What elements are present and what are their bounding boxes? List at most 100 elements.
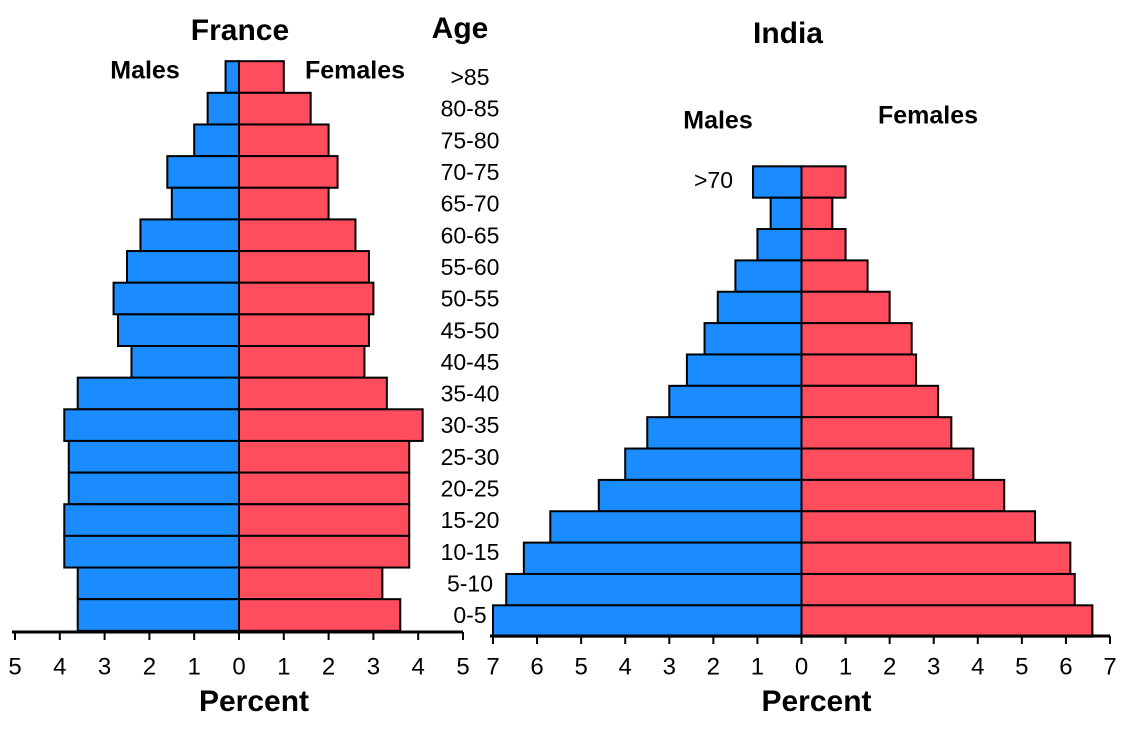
x-tick-label: 7 xyxy=(486,653,499,680)
y-tick-label: 75-80 xyxy=(441,127,500,153)
bar xyxy=(716,290,803,325)
y-tick-label: >85 xyxy=(450,64,489,90)
bar xyxy=(549,510,803,544)
y-tick-label: >70 xyxy=(694,167,733,193)
bar xyxy=(238,218,357,253)
x-tick-label: 4 xyxy=(412,653,425,680)
bar xyxy=(703,322,803,356)
bar xyxy=(76,376,240,411)
x-tick-label: 1 xyxy=(839,653,852,680)
y-tick-label: 65-70 xyxy=(441,191,500,217)
bar xyxy=(76,598,240,632)
chart-title: France xyxy=(191,14,289,47)
bar xyxy=(206,91,240,126)
bar xyxy=(238,534,411,569)
bar xyxy=(238,91,312,126)
y-tick-label: 0-5 xyxy=(453,602,486,628)
y-tick-label: 10-15 xyxy=(441,539,500,565)
bar xyxy=(112,281,240,316)
bar xyxy=(126,250,240,284)
bar xyxy=(800,541,1072,575)
y-tick-label: 35-40 xyxy=(441,381,500,407)
bar xyxy=(238,186,330,221)
bar xyxy=(800,259,869,293)
bar xyxy=(170,186,240,221)
y-tick-label: 5-10 xyxy=(447,570,493,596)
bar xyxy=(166,155,241,189)
bar xyxy=(800,572,1076,607)
y-tick-label: 30-35 xyxy=(441,412,500,438)
bar xyxy=(139,218,240,253)
x-tick-label: 0 xyxy=(232,653,245,680)
y-tick-label: 70-75 xyxy=(441,159,500,185)
bar xyxy=(800,165,847,199)
y-tick-label: 45-50 xyxy=(441,317,500,343)
bar xyxy=(624,447,803,481)
bar xyxy=(756,228,803,262)
y-tick-label: 25-30 xyxy=(441,444,500,470)
x-tick-label: 1 xyxy=(277,653,290,680)
x-tick-label: 2 xyxy=(143,653,156,680)
chart-title: India xyxy=(753,17,823,50)
bar xyxy=(238,345,366,379)
bar xyxy=(238,439,411,474)
bar xyxy=(752,165,803,199)
bar xyxy=(67,471,241,506)
bar xyxy=(492,604,803,638)
x-tick-label: 5 xyxy=(574,653,587,680)
bar xyxy=(238,376,388,411)
bar xyxy=(238,60,285,94)
bar xyxy=(522,541,803,575)
bar xyxy=(800,353,918,387)
bar xyxy=(130,345,240,379)
x-tick-label: 2 xyxy=(883,653,896,680)
bar xyxy=(238,471,411,506)
bar xyxy=(505,572,803,607)
bar xyxy=(224,60,240,94)
x-tick-label: 1 xyxy=(188,653,201,680)
y-tick-label: 80-85 xyxy=(441,96,500,122)
bar xyxy=(685,353,803,387)
bar xyxy=(800,228,847,262)
y-tick-label: 60-65 xyxy=(441,222,500,248)
bar xyxy=(238,598,402,632)
bar xyxy=(646,416,803,450)
x-tick-label: 5 xyxy=(1015,653,1028,680)
legend-label: Males xyxy=(110,57,179,85)
y-tick-label: 20-25 xyxy=(441,475,500,501)
x-tick-label: 3 xyxy=(98,653,111,680)
x-tick-label: 0 xyxy=(795,653,808,680)
x-tick-label: 2 xyxy=(322,653,335,680)
bar xyxy=(193,123,240,158)
bar xyxy=(63,534,240,569)
bar xyxy=(800,510,1037,544)
bar xyxy=(238,123,330,158)
bar xyxy=(238,281,375,316)
x-tick-label: 4 xyxy=(971,653,984,680)
x-tick-label: 1 xyxy=(751,653,764,680)
bar xyxy=(238,155,339,189)
bar xyxy=(238,250,370,284)
x-tick-label: 2 xyxy=(707,653,720,680)
bar xyxy=(800,447,975,481)
x-axis-label: Percent xyxy=(199,685,309,718)
bar xyxy=(597,478,803,513)
bar xyxy=(769,196,803,231)
y-tick-label: 55-60 xyxy=(441,254,500,280)
x-tick-label: 4 xyxy=(619,653,632,680)
bar xyxy=(734,259,803,293)
x-tick-label: 3 xyxy=(367,653,380,680)
x-axis-label: Percent xyxy=(761,685,871,718)
bar xyxy=(238,313,370,347)
x-tick-label: 7 xyxy=(1103,653,1116,680)
y-tick-label: 15-20 xyxy=(441,507,500,533)
bar xyxy=(63,503,240,537)
x-tick-label: 3 xyxy=(663,653,676,680)
bar xyxy=(668,384,803,419)
legend-label: Females xyxy=(305,57,405,85)
bar xyxy=(117,313,240,347)
x-tick-label: 5 xyxy=(456,653,469,680)
bar xyxy=(800,416,953,450)
x-tick-label: 4 xyxy=(53,653,66,680)
legend-label: Males xyxy=(683,107,752,135)
